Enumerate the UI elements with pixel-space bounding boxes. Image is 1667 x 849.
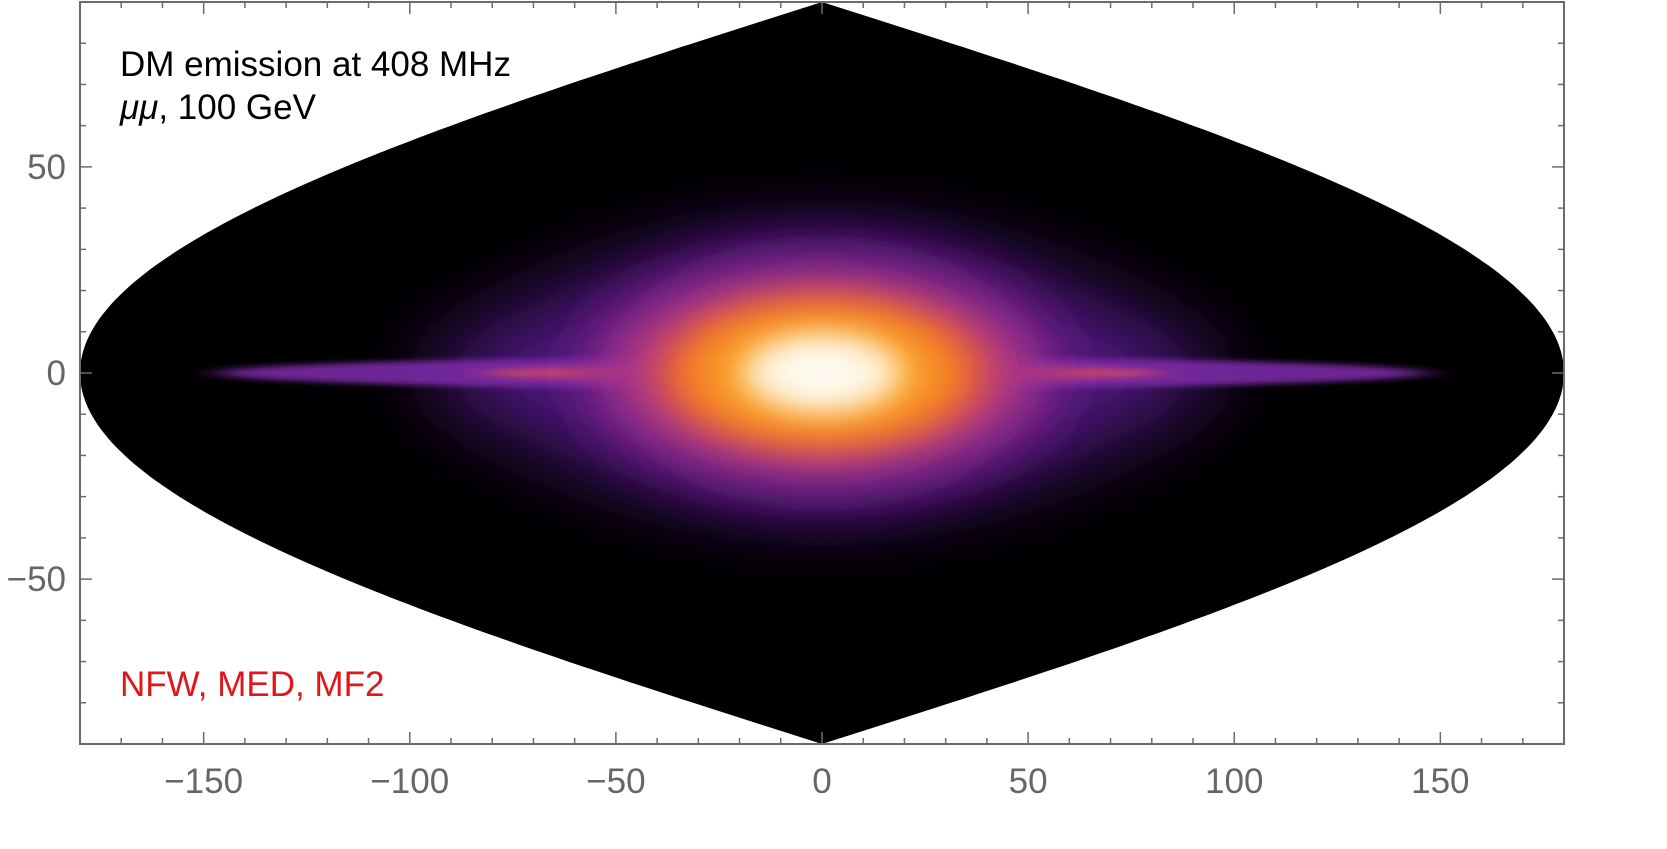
x-tick-label: 100 <box>1205 762 1263 801</box>
x-tick-label: 0 <box>812 762 831 801</box>
annotation-channel: μμ, 100 GeV <box>119 88 317 127</box>
y-axis: −50 0 50 <box>7 148 66 599</box>
axis-ticks <box>80 2 1564 744</box>
x-tick-label: −150 <box>164 762 243 801</box>
annotation-title: DM emission at 408 MHz <box>120 45 511 84</box>
y-tick-label: −50 <box>7 560 66 599</box>
y-tick-label: 50 <box>27 148 66 187</box>
annotation-model: NFW, MED, MF2 <box>120 665 384 704</box>
x-tick-label: −100 <box>370 762 449 801</box>
y-tick-label: 0 <box>47 354 66 393</box>
emission-peak <box>744 338 900 408</box>
x-tick-label: −50 <box>586 762 645 801</box>
x-tick-label: 50 <box>1009 762 1048 801</box>
x-tick-label: 150 <box>1411 762 1469 801</box>
emission-heatmap <box>216 225 1428 521</box>
x-axis: −150 −100 −50 0 50 100 150 <box>164 762 1469 801</box>
